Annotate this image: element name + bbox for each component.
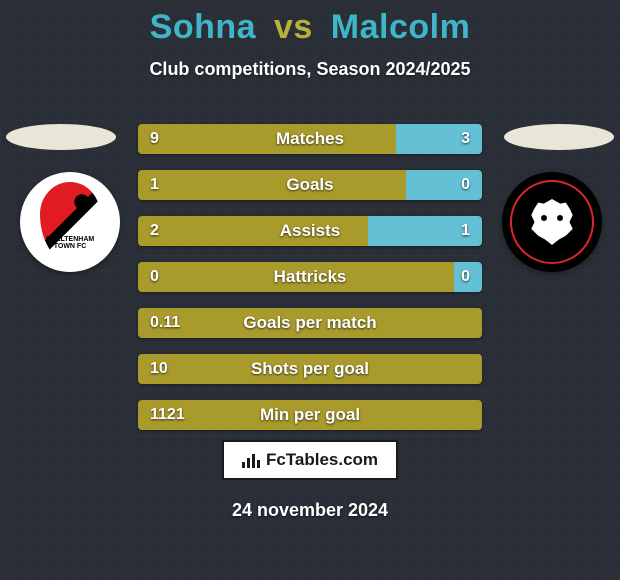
- player1-ellipse: [6, 124, 116, 150]
- player2-ellipse: [504, 124, 614, 150]
- stat-row-matches: 93Matches: [138, 124, 482, 154]
- fctables-logo-text: FcTables.com: [266, 450, 378, 470]
- stat-row-min-per-goal: 1121Min per goal: [138, 400, 482, 430]
- bar-fill-left: [138, 354, 482, 384]
- bar-chart-icon: [242, 452, 260, 468]
- bar-fill-right: [396, 124, 482, 154]
- cheltenham-crest-text: CHELTENHAM TOWN FC: [40, 236, 100, 250]
- bar-fill-right: [454, 262, 482, 292]
- subtitle: Club competitions, Season 2024/2025: [0, 59, 620, 80]
- fctables-logo: FcTables.com: [222, 440, 398, 480]
- page-title: Sohna vs Malcolm: [0, 0, 620, 47]
- bar-fill-right: [406, 170, 482, 200]
- club-badge-right: [502, 172, 602, 272]
- bar-fill-left: [138, 262, 454, 292]
- club-badge-left: CHELTENHAM TOWN FC: [20, 172, 120, 272]
- bar-fill-left: [138, 308, 482, 338]
- bar-fill-left: [138, 124, 396, 154]
- vs-separator: vs: [274, 8, 313, 46]
- bar-fill-left: [138, 170, 406, 200]
- bar-fill-left: [138, 400, 482, 430]
- comparison-infographic: Sohna vs Malcolm Club competitions, Seas…: [0, 0, 620, 580]
- salford-crest-icon: [510, 180, 594, 264]
- lion-icon: [529, 199, 575, 245]
- infographic-date: 24 november 2024: [0, 500, 620, 521]
- stat-row-assists: 21Assists: [138, 216, 482, 246]
- cheltenham-crest-icon: CHELTENHAM TOWN FC: [40, 182, 100, 262]
- player2-name: Malcolm: [331, 8, 471, 46]
- stat-bars: 93Matches 10Goals 21Assists 00Hattricks 0.11…: [138, 124, 482, 446]
- bar-fill-right: [368, 216, 482, 246]
- stat-row-goals: 10Goals: [138, 170, 482, 200]
- stat-row-goals-per-match: 0.11Goals per match: [138, 308, 482, 338]
- bar-fill-left: [138, 216, 368, 246]
- stat-row-shots-per-goal: 10Shots per goal: [138, 354, 482, 384]
- stat-row-hattricks: 00Hattricks: [138, 262, 482, 292]
- player1-name: Sohna: [150, 8, 256, 46]
